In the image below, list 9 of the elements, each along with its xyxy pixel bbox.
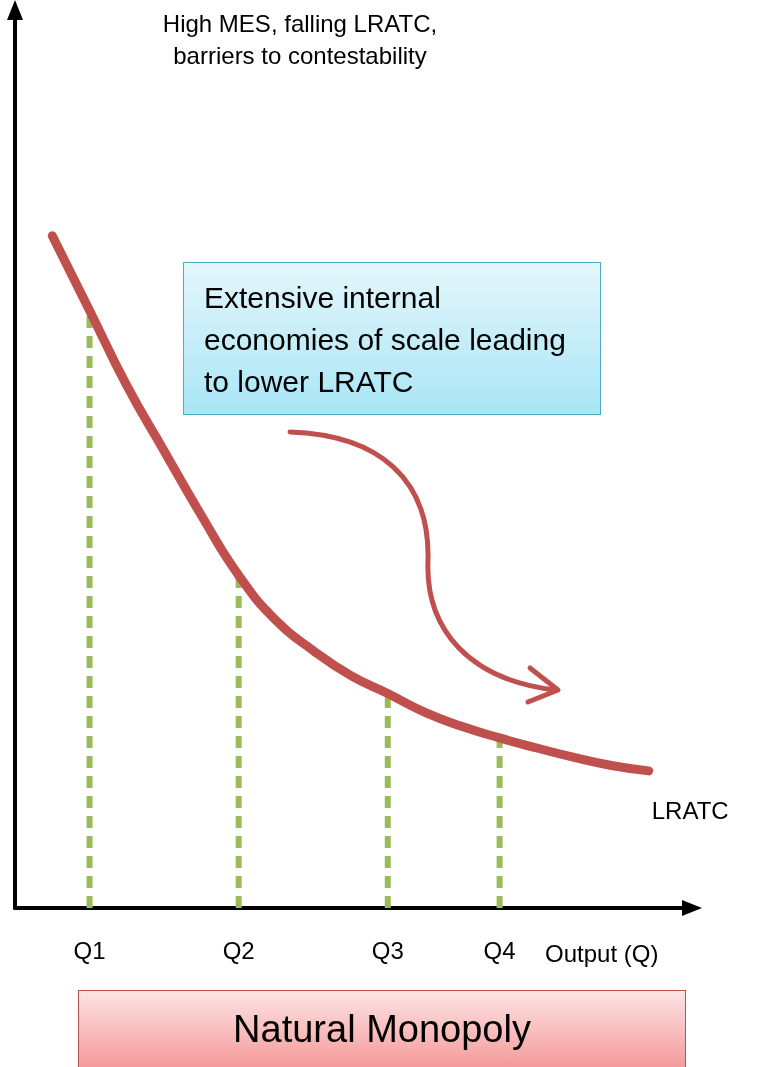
- x-tick-label: Q4: [483, 936, 516, 964]
- chart-title: High MES, falling LRATC, barriers to contestability: [161, 9, 439, 71]
- x-tick-label: Q2: [222, 936, 255, 964]
- x-tick-label: Q1: [73, 936, 106, 964]
- x-axis-title: Output (Q): [545, 940, 659, 968]
- x-tick-label: Q3: [371, 936, 404, 964]
- annotation: Extensive internal economies of scale leading to lower LRATC: [183, 262, 601, 415]
- text: Natural Monopoly: [78, 990, 686, 1067]
- series-label: LRATC: [651, 797, 729, 825]
